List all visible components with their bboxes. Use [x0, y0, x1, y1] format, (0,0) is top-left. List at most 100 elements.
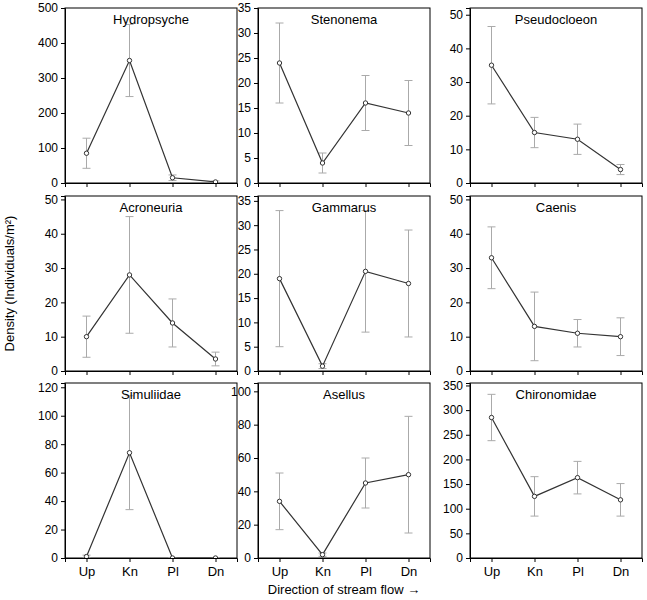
y-tick-mark: [466, 484, 470, 485]
x-tick-mark: [173, 371, 174, 375]
y-tick-mark: [61, 199, 65, 200]
y-tick-mark: [254, 491, 258, 492]
y-tick-mark: [466, 82, 470, 83]
error-bar-cap: [617, 164, 625, 165]
error-bar-cap: [319, 153, 327, 154]
x-tick-mark: [492, 371, 493, 375]
x-tick-mark: [492, 558, 493, 562]
y-tick: 35: [238, 1, 258, 15]
y-tick-label: 250: [443, 428, 463, 442]
series-line: [87, 275, 216, 359]
error-bar-cap: [617, 355, 625, 356]
error-bar-cap: [574, 346, 582, 347]
error-bar-cap: [617, 516, 625, 517]
y-tick: 100: [38, 409, 65, 423]
y-tick: 60: [45, 466, 65, 480]
y-tick-mark: [466, 410, 470, 411]
x-tick-mark: [280, 558, 281, 562]
x-tick-mark: [621, 558, 622, 562]
y-tick-mark: [254, 249, 258, 250]
y-tick: 150: [443, 477, 470, 491]
x-tick-label: Kn: [527, 564, 543, 579]
x-tick: Pl: [360, 558, 372, 579]
y-tick-label: 30: [450, 75, 464, 89]
y-tick-label: 0: [51, 551, 58, 565]
x-axis: [66, 183, 238, 187]
x-tick-mark: [216, 183, 217, 187]
y-tick: 200: [38, 106, 65, 120]
series-line: [280, 271, 409, 366]
y-tick-label: 30: [45, 261, 59, 275]
x-tick-mark: [216, 371, 217, 375]
plot-frame: [65, 8, 237, 183]
data-point: [406, 472, 410, 476]
error-bar-cap: [531, 476, 539, 477]
x-tick-mark: [173, 558, 174, 562]
x-tick: [323, 371, 324, 375]
error-bar-cap: [83, 357, 91, 358]
y-tick: 5: [244, 151, 258, 165]
x-tick-mark: [409, 371, 410, 375]
x-tick: [366, 371, 367, 375]
y-tick: 40: [450, 227, 470, 241]
x-tick-label: Kn: [315, 564, 331, 579]
error-bar: [126, 396, 134, 510]
y-tick-mark: [61, 234, 65, 235]
y-tick-mark: [254, 525, 258, 526]
data-point: [213, 357, 217, 361]
y-tick: 10: [238, 316, 258, 330]
y-axis-line: [61, 9, 66, 184]
data-point: [170, 321, 174, 325]
x-axis-line: [66, 372, 238, 376]
data-marks: [276, 23, 413, 173]
y-tick: 10: [450, 143, 470, 157]
x-tick-label: Kn: [122, 564, 138, 579]
y-tick-mark: [466, 371, 470, 372]
plot-frame: [65, 383, 237, 558]
y-tick-mark: [254, 201, 258, 202]
x-tick: [578, 371, 579, 375]
panel-title: Gammarus: [312, 200, 377, 215]
y-tick: 80: [238, 418, 258, 432]
x-tick: Pl: [572, 558, 584, 579]
plot-frame: [470, 8, 642, 183]
y-axis-line: [466, 9, 471, 184]
y-tick-mark: [254, 458, 258, 459]
plot-frame: [470, 383, 642, 558]
data-point: [363, 481, 367, 485]
error-bar-cap: [574, 493, 582, 494]
error-bar: [83, 555, 91, 558]
y-axis-title: Density (Individuals/m²): [2, 216, 17, 352]
y-tick-mark: [61, 302, 65, 303]
x-tick-mark: [535, 558, 536, 562]
y-tick: 0: [456, 551, 470, 565]
y-tick-label: 30: [450, 261, 464, 275]
y-tick-label: 0: [51, 364, 58, 378]
y-tick-label: 25: [238, 243, 252, 257]
x-tick: Pl: [167, 558, 179, 579]
y-tick-label: 50: [450, 193, 464, 207]
data-point: [363, 269, 367, 273]
data-point: [213, 556, 217, 558]
x-tick-mark: [366, 183, 367, 187]
y-tick-mark: [466, 385, 470, 386]
y-tick-mark: [254, 108, 258, 109]
y-tick-label: 10: [450, 330, 464, 344]
y-tick-mark: [466, 15, 470, 16]
y-tick: 10: [45, 330, 65, 344]
y-tick: 20: [238, 267, 258, 281]
x-tick: [621, 183, 622, 187]
data-point: [170, 556, 174, 558]
data-point: [618, 498, 622, 502]
x-tick: [492, 183, 493, 187]
error-bar-cap: [126, 96, 134, 97]
y-tick-mark: [254, 322, 258, 323]
y-tick-label: 0: [244, 176, 251, 190]
x-tick-label: Dn: [208, 564, 225, 579]
y-tick-mark: [61, 371, 65, 372]
y-tick-mark: [61, 387, 65, 388]
x-tick-label: Up: [484, 564, 501, 579]
x-tick: [173, 371, 174, 375]
y-tick-mark: [61, 530, 65, 531]
x-tick-label: Up: [79, 564, 96, 579]
